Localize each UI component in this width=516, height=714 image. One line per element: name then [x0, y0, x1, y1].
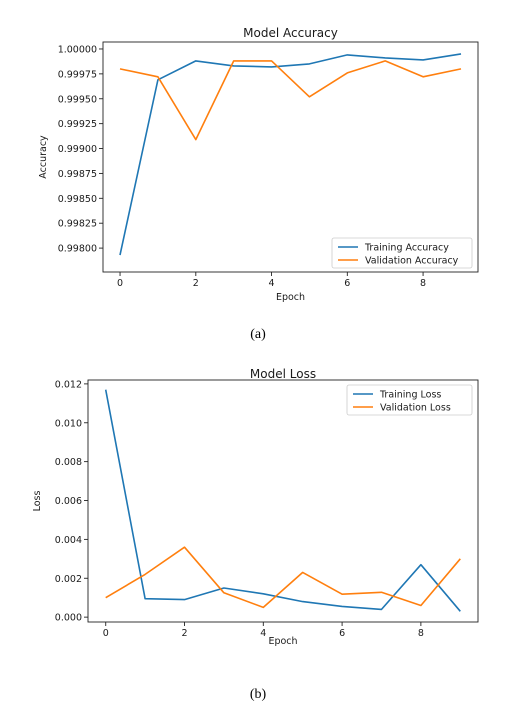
accuracy-series-line-1 — [119, 53, 462, 256]
accuracy-x-tick-label: 8 — [420, 278, 426, 289]
loss-y-tick-label: 0.010 — [55, 418, 82, 429]
loss-y-tick-label: 0.012 — [55, 379, 82, 390]
loss-y-tick-label: 0.006 — [55, 496, 82, 507]
accuracy-plot-frame — [102, 41, 479, 273]
accuracy-legend-box — [331, 237, 473, 269]
accuracy-legend-label-1: Training Accuracy — [364, 243, 449, 254]
loss-y-axis-label: Loss — [32, 491, 43, 512]
accuracy-x-tick-label: 6 — [344, 278, 350, 289]
accuracy-chart-svg: Model Accuracy 0 2 4 6 8 0.99800 0.99825 0.99850… — [38, 26, 479, 303]
accuracy-y-tick-label: 0.99925 — [58, 119, 97, 130]
loss-chart-title: Model Loss — [250, 367, 316, 381]
accuracy-chart: Model Accuracy 0 2 4 6 8 0.99800 0.99825 0.99850… — [0, 0, 516, 320]
loss-plot-frame — [87, 379, 479, 623]
loss-y-tick-label: 0.008 — [55, 457, 82, 468]
loss-x-tick-label: 8 — [418, 628, 424, 639]
loss-legend-box — [346, 384, 473, 416]
loss-x-axis-label: Epoch — [268, 636, 297, 647]
accuracy-y-tick-label: 0.99950 — [58, 94, 97, 105]
loss-chart-svg: Model Loss 0 2 4 6 8 0.000 0.002 0.004 0.006 0.008… — [32, 367, 479, 647]
accuracy-y-tick-label: 0.99875 — [58, 169, 97, 180]
accuracy-y-tick-label: 0.99825 — [58, 219, 97, 230]
loss-series-line-2 — [105, 546, 461, 609]
accuracy-chart-title: Model Accuracy — [243, 26, 338, 40]
loss-x-tick-label: 0 — [103, 628, 109, 639]
loss-chart: Model Loss 0 2 4 6 8 0.000 0.002 0.004 0.006 0.008… — [0, 360, 516, 670]
accuracy-y-axis-label: Accuracy — [38, 135, 49, 179]
loss-y-tick-label: 0.004 — [55, 535, 82, 546]
accuracy-series-line-2 — [119, 60, 462, 141]
accuracy-x-tick-label: 2 — [193, 278, 199, 289]
accuracy-y-tick-label: 0.99850 — [58, 194, 97, 205]
loss-legend-label-1: Training Loss — [379, 390, 441, 401]
caption-a: (a) — [250, 327, 266, 342]
loss-y-tick-label: 0.000 — [55, 613, 82, 624]
loss-y-tick-label: 0.002 — [55, 574, 82, 585]
accuracy-y-tick-label: 1.00000 — [58, 44, 97, 55]
caption-b: (b) — [249, 687, 267, 702]
accuracy-y-tick-label: 0.99900 — [58, 144, 97, 155]
loss-x-tick-label: 4 — [260, 628, 266, 639]
accuracy-x-axis-label: Epoch — [276, 292, 305, 303]
loss-x-tick-label: 6 — [339, 628, 345, 639]
accuracy-legend-label-2: Validation Accuracy — [365, 256, 459, 267]
loss-x-tick-label: 2 — [181, 628, 187, 639]
loss-series-line-1 — [104, 389, 461, 612]
accuracy-x-tick-label: 4 — [269, 278, 275, 289]
accuracy-x-tick-label: 0 — [117, 278, 123, 289]
accuracy-y-tick-label: 0.99975 — [58, 69, 97, 80]
loss-legend-label-2: Validation Loss — [380, 403, 451, 414]
accuracy-y-tick-label: 0.99800 — [58, 244, 97, 255]
